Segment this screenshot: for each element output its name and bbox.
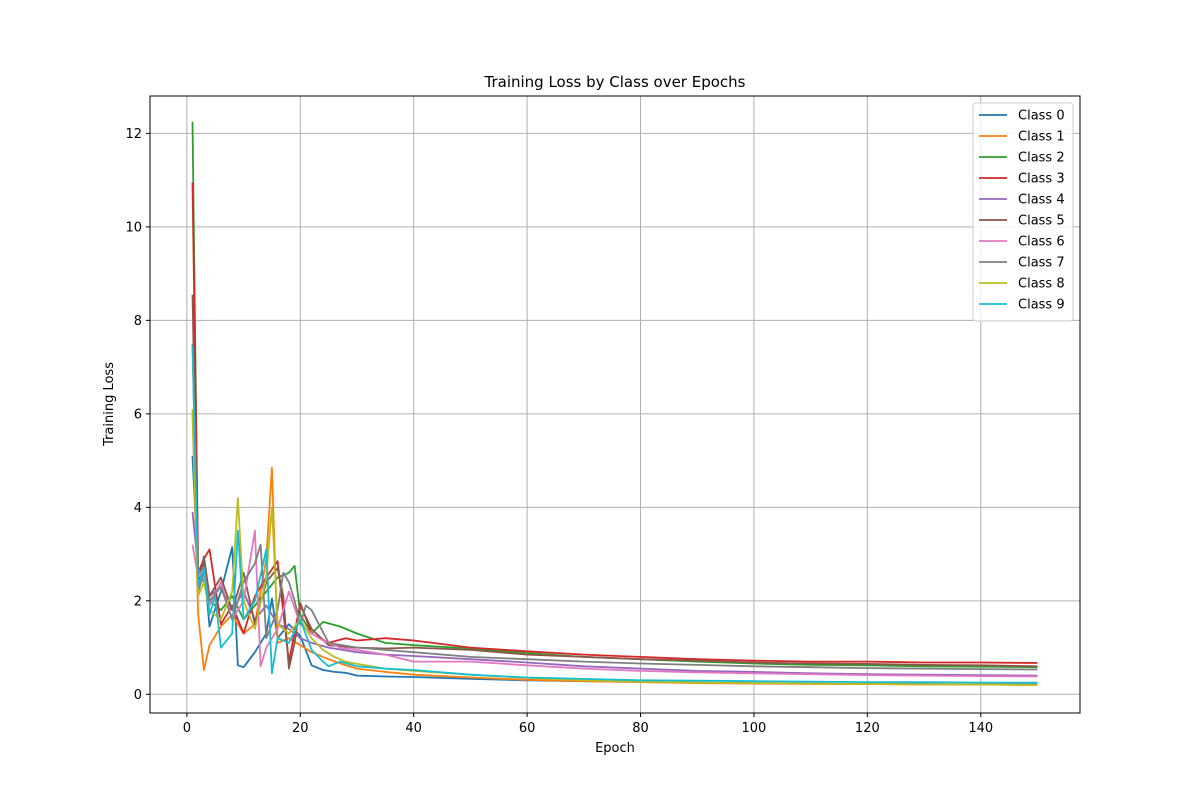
x-axis-label: Epoch: [595, 741, 635, 756]
series-line-class-5: [191, 294, 1038, 670]
legend-label: Class 2: [1018, 151, 1065, 166]
series-line-class-3: [191, 182, 1038, 664]
legend-label: Class 0: [1018, 109, 1065, 124]
x-tick-label: 100: [742, 721, 767, 736]
y-tick-label: 8: [134, 314, 142, 329]
series-layer: [191, 121, 1038, 686]
legend-label: Class 5: [1018, 214, 1065, 229]
x-tick-label: 120: [855, 721, 880, 736]
plot-frame: [149, 95, 1081, 714]
x-tick-label: 0: [183, 721, 191, 736]
legend-label: Class 4: [1018, 193, 1065, 208]
legend: Class 0 Class 1 Class 2 Class 3 Class 4 Class…: [972, 102, 1074, 322]
x-tick-label: 20: [292, 721, 309, 736]
y-tick-label: 2: [134, 594, 142, 609]
y-tick-label: 12: [125, 127, 142, 142]
legend-label: Class 1: [1018, 130, 1065, 145]
legend-label: Class 3: [1018, 172, 1065, 187]
x-tick-label: 140: [968, 721, 993, 736]
x-tick-label: 40: [405, 721, 422, 736]
x-tick-label: 60: [519, 721, 536, 736]
y-tick-label: 10: [125, 220, 142, 235]
series-line-class-9: [191, 346, 1038, 684]
y-axis-label: Training Loss: [102, 362, 117, 447]
y-axis-ticks: 0 2 4 6 8 10 12: [125, 127, 150, 703]
legend-label: Class 9: [1018, 298, 1065, 313]
y-tick-label: 6: [134, 407, 142, 422]
legend-label: Class 6: [1018, 235, 1065, 250]
series-line-class-8: [191, 409, 1038, 686]
x-tick-label: 80: [632, 721, 649, 736]
x-axis-ticks: 0 20 40 60 80 100 120 140: [183, 713, 993, 736]
chart-title: Training Loss by Class over Epochs: [484, 73, 746, 91]
y-tick-label: 0: [134, 688, 142, 703]
legend-label: Class 8: [1018, 277, 1065, 292]
legend-label: Class 7: [1018, 256, 1065, 271]
y-tick-label: 4: [134, 501, 142, 516]
